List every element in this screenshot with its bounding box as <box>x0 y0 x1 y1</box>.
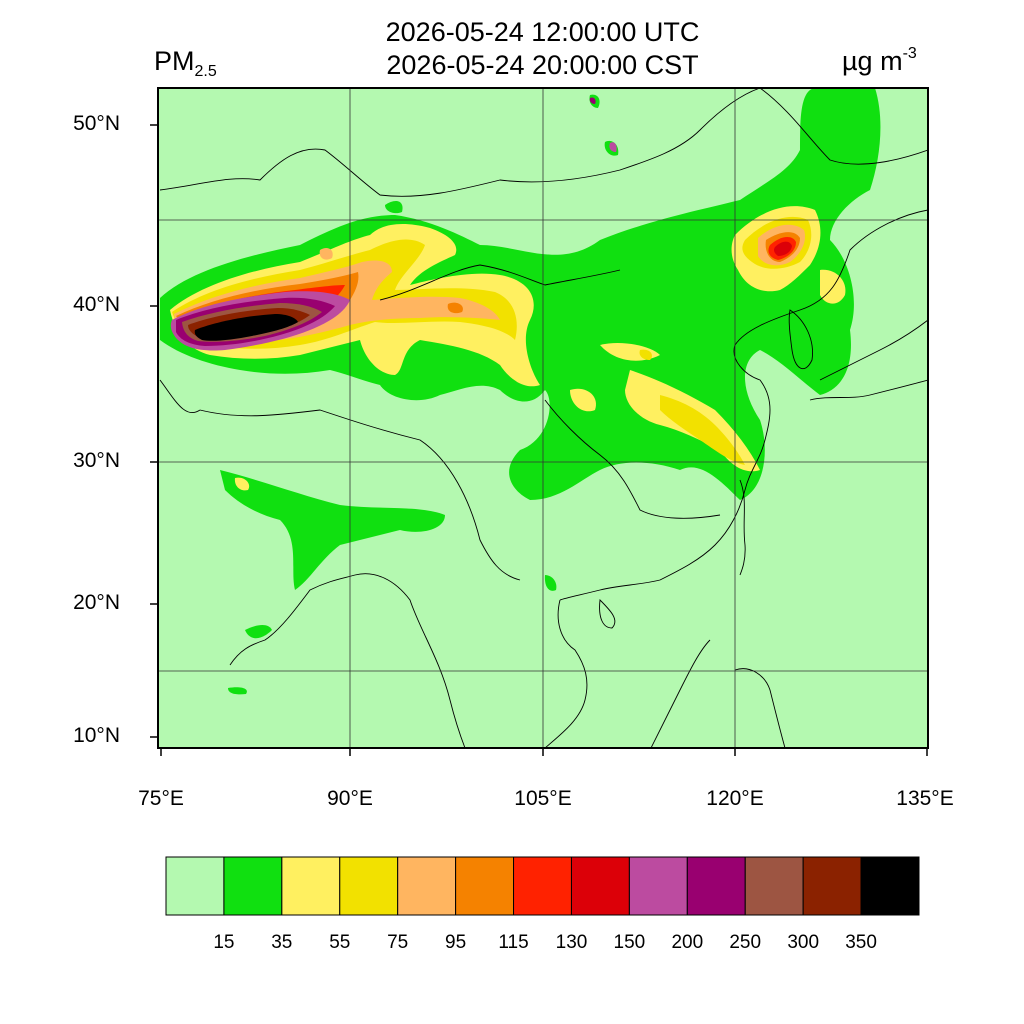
colorbar-label: 250 <box>729 932 762 953</box>
colorbar-label: 150 <box>613 932 646 953</box>
units-text: µg m <box>842 46 903 76</box>
variable-label: PM2.5 <box>154 46 217 81</box>
lon-tick-label: 135°E <box>896 787 954 810</box>
colorbar-label: 300 <box>787 932 820 953</box>
colorbar-label: 75 <box>387 932 409 953</box>
colorbar-box <box>802 856 862 916</box>
colorbar-box <box>628 856 688 916</box>
lat-tick-label: 10°N <box>73 724 120 747</box>
units-superscript: -3 <box>902 45 917 62</box>
lat-tick-label: 50°N <box>73 112 120 135</box>
title-cst: 2026-05-24 20:00:00 CST <box>386 50 699 80</box>
colorbar-box <box>165 856 225 916</box>
colorbar <box>165 856 920 916</box>
lon-tick-label: 90°E <box>327 787 373 810</box>
lat-tick-label: 40°N <box>73 293 120 316</box>
colorbar-label: 200 <box>671 932 704 953</box>
colorbar-box <box>223 856 283 916</box>
colorbar-label: 95 <box>445 932 467 953</box>
colorbar-box <box>281 856 341 916</box>
lat-tick-label: 20°N <box>73 591 120 614</box>
pm25-contours <box>158 88 928 748</box>
variable-subscript: 2.5 <box>194 63 217 80</box>
lon-tick-label: 120°E <box>706 787 764 810</box>
title-utc: 2026-05-24 12:00:00 UTC <box>385 17 700 47</box>
axis-ticks <box>150 124 928 756</box>
colorbar-box <box>339 856 399 916</box>
units-label: µg m-3 <box>842 45 917 77</box>
colorbar-box <box>686 856 746 916</box>
lat-tick-label: 30°N <box>73 449 120 472</box>
colorbar-label: 350 <box>845 932 877 953</box>
colorbar-box <box>513 856 572 916</box>
colorbar-label: 130 <box>555 932 588 953</box>
colorbar-box <box>570 856 630 916</box>
lon-tick-label: 105°E <box>514 787 572 810</box>
colorbar-label: 15 <box>213 932 235 953</box>
boundaries <box>159 88 928 748</box>
variable-name: PM <box>154 46 195 76</box>
grid-lines <box>158 88 928 748</box>
colorbar-label: 55 <box>329 932 351 953</box>
colorbar-label: 35 <box>271 932 293 953</box>
colorbar-box <box>860 856 920 916</box>
colorbar-box <box>397 856 457 916</box>
colorbar-box <box>744 856 804 916</box>
colorbar-box <box>455 856 515 916</box>
lon-tick-label: 75°E <box>138 787 184 810</box>
contour-black-350plus <box>194 314 298 341</box>
colorbar-label: 115 <box>498 932 529 953</box>
